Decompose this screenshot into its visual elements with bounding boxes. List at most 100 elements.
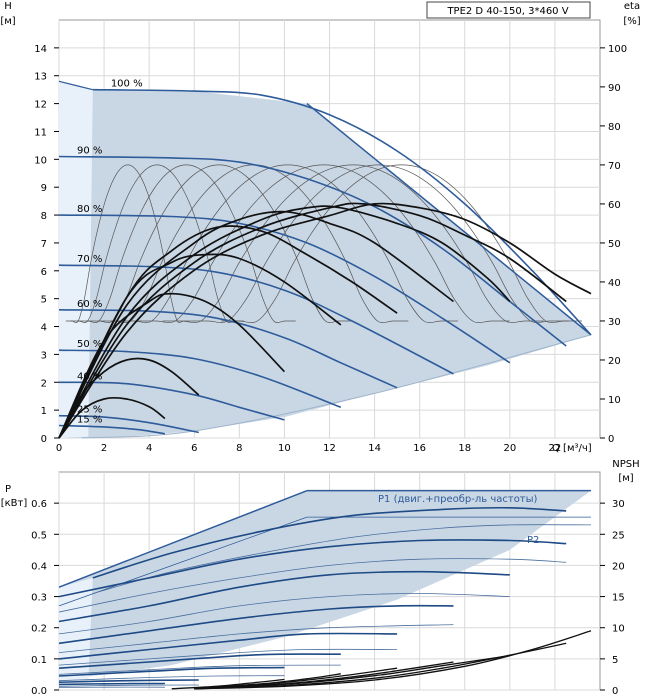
iso-eta-curve (70, 164, 244, 323)
h-tick-label: 9 (41, 183, 47, 194)
chart-title-box: TPE2 D 40-150, 3*460 V (426, 1, 591, 19)
h-tick-label: 13 (34, 72, 47, 83)
speed-label: 50 % (77, 339, 102, 350)
p2-curve (58, 684, 199, 687)
p-tick-label: 0.5 (31, 530, 47, 541)
h-tick-label: 6 (41, 267, 47, 278)
h-tick-label: 8 (41, 211, 47, 222)
p1-curve (58, 666, 285, 677)
x-tick-label: 6 (191, 443, 197, 454)
speed-curve (58, 214, 511, 364)
eta-curve (58, 292, 286, 439)
npsh-curve (171, 678, 285, 690)
p2-curve (58, 593, 510, 635)
operating-range (59, 81, 591, 438)
max-power-limit (306, 103, 592, 336)
speed-label: 100 % (111, 79, 143, 90)
speed-curve (58, 264, 454, 375)
p1-max-line (58, 489, 308, 588)
legend-p2: P2 (527, 535, 539, 546)
p1-curve (58, 653, 341, 669)
x-tick-label: 18 (458, 443, 471, 454)
q-axis-title: Q [м³/ч] (552, 443, 592, 454)
npsh-curve (194, 642, 567, 690)
p-tick-label: 0.2 (31, 624, 47, 635)
x-tick-label: 16 (413, 443, 426, 454)
x-tick-label: 0 (56, 443, 62, 454)
speed-label: 25 % (77, 405, 102, 416)
p-tick-label: 0.6 (31, 499, 47, 510)
speed-label: 90 % (77, 146, 102, 157)
p2-curve (92, 524, 592, 594)
x-tick-label: 2 (101, 443, 107, 454)
npsh-axis-unit: [м] (618, 473, 633, 484)
h-tick-label: 2 (41, 378, 47, 389)
p2-curve (58, 675, 285, 682)
eta-curve (58, 205, 511, 439)
npsh-tick-label: 20 (612, 561, 625, 572)
iso-eta-curve (189, 164, 569, 323)
p2-curve (58, 664, 341, 675)
power-npsh-chart (54, 471, 605, 691)
x-tick-label: 4 (146, 443, 152, 454)
h-tick-label: 7 (41, 239, 47, 250)
p1-curve (92, 506, 567, 579)
eta-tick-label: 0 (608, 434, 614, 445)
eta-tick-label: 50 (608, 239, 621, 250)
h-axis-unit: [м] (0, 16, 15, 27)
h-tick-label: 4 (41, 323, 47, 334)
envelope-edge (58, 80, 93, 91)
npsh-curve (194, 655, 510, 690)
eta-tick-label: 100 (608, 44, 627, 55)
p-axis-title: P (5, 484, 11, 495)
eta-tick-label: 60 (608, 200, 621, 211)
npsh-tick-label: 5 (612, 655, 618, 666)
p2-curve (58, 648, 398, 666)
speed-label: 40 % (77, 371, 102, 382)
eta-curve (58, 210, 455, 439)
p1-curve (58, 679, 199, 683)
eta-axis-title: eta (624, 1, 640, 12)
eta-tick-label: 80 (608, 122, 621, 133)
h-tick-label: 14 (34, 44, 47, 55)
legend-p1: P1 (двиг.+преобр-ль частоты) (378, 494, 538, 505)
chart-title: TPE2 D 40-150, 3*460 V (446, 6, 568, 17)
speed-label: 80 % (77, 204, 102, 215)
eta-tick-label: 10 (608, 395, 621, 406)
eta-tick-label: 90 (608, 83, 621, 94)
h-tick-label: 3 (41, 350, 47, 361)
npsh-tick-label: 15 (612, 593, 625, 604)
p-tick-label: 0.0 (31, 686, 47, 697)
x-tick-label: 12 (323, 443, 336, 454)
p-axis-unit: [кВт] (1, 498, 28, 509)
speed-label: 70 % (77, 254, 102, 265)
h-tick-label: 1 (41, 406, 47, 417)
p-tick-label: 0.4 (31, 561, 47, 572)
iso-eta-curve (77, 164, 296, 323)
npsh-tick-label: 25 (612, 530, 625, 541)
eta-curve (58, 357, 200, 439)
eta-curve (58, 202, 592, 439)
eta-curve (58, 253, 342, 439)
iso-eta-curve (162, 164, 544, 323)
speed-curve (58, 424, 166, 435)
p2-curve (58, 558, 567, 613)
speed-curve (58, 155, 567, 347)
p1-curve (58, 539, 567, 598)
iso-eta-curve (117, 164, 458, 323)
npsh-tick-label: 0 (612, 686, 618, 697)
speed-label: 15 % (77, 414, 102, 425)
speed-curve (58, 414, 199, 434)
eta-tick-label: 40 (608, 278, 621, 289)
p1-curve (58, 682, 165, 686)
eta-axis-unit: [%] (623, 16, 640, 27)
power-min-flow-zone (59, 577, 93, 681)
x-tick-label: 20 (503, 443, 516, 454)
p-tick-label: 0.3 (31, 593, 47, 604)
p1-curve (58, 570, 510, 623)
eta-tick-label: 20 (608, 356, 621, 367)
x-tick-label: 8 (236, 443, 242, 454)
x-tick-label: 14 (368, 443, 381, 454)
power-operating-range (59, 490, 591, 681)
